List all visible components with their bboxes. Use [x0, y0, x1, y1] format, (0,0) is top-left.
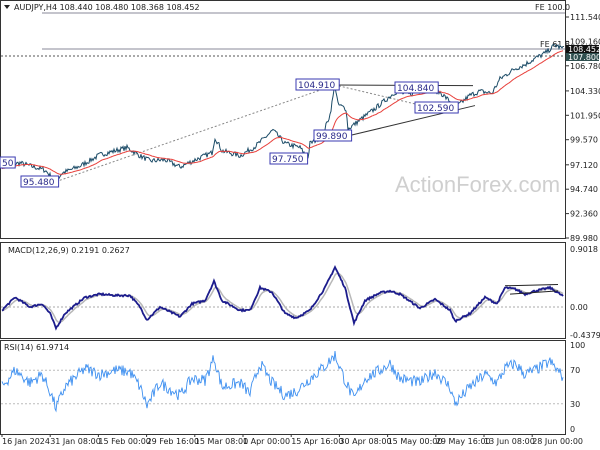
- price-annotation: 99.890: [316, 132, 348, 142]
- fib-projection-line[interactable]: [55, 84, 336, 183]
- date-tick-label: 16 Jan 2024: [2, 437, 50, 446]
- watermark: ActionForex.com: [395, 172, 560, 197]
- macd-lower-trendline[interactable]: [509, 290, 559, 295]
- macd-panel[interactable]: [0, 242, 566, 339]
- price-tick-label: 99.570: [570, 136, 598, 145]
- price-tick-label: 97.120: [570, 161, 598, 170]
- price-tick-label: 109.160: [570, 37, 600, 46]
- date-tick-label: 29 Feb 16:00: [147, 437, 199, 446]
- price-tick-label: 106.780: [570, 62, 600, 71]
- price-annotation: 50: [2, 159, 14, 169]
- price-tick-label: 101.950: [570, 111, 600, 120]
- rsi-line: [1, 351, 564, 413]
- price-annotation-box[interactable]: [295, 78, 340, 91]
- price-annotation: 102.590: [417, 104, 454, 114]
- date-tick-label: 31 Jan 08:00: [50, 437, 101, 446]
- price-annotation: 97.750: [272, 155, 304, 165]
- price-annotation-box[interactable]: [0, 156, 16, 169]
- price-annotation-box[interactable]: [394, 81, 439, 94]
- price-tick-label: 92.360: [570, 210, 598, 219]
- fe100-label: FE 100.0: [535, 3, 570, 12]
- current-price-box: [566, 45, 599, 53]
- price-tick-label: 94.740: [570, 185, 598, 194]
- rsi-tick-label: 100: [570, 341, 585, 350]
- price-annotation: 104.840: [397, 84, 434, 94]
- rsi-panel[interactable]: [0, 340, 566, 435]
- price-tick-label: 89.980: [570, 234, 598, 243]
- price-tick-label: 111.540: [570, 13, 600, 22]
- macd-upper-trendline[interactable]: [504, 283, 559, 287]
- date-tick-label: 15 Mar 08:00: [195, 437, 248, 446]
- price-line: [1, 44, 564, 183]
- macd-tick-label: 0.00: [570, 303, 588, 312]
- date-tick-label: 15 Feb 00:00: [98, 437, 150, 446]
- date-tick-label: 30 Apr 08:00: [339, 437, 391, 446]
- macd-signal-line: [1, 272, 564, 324]
- price-annotation-box[interactable]: [269, 152, 309, 165]
- rsi-tick-label: 0: [570, 425, 575, 434]
- date-tick-label: 29 May 16:00: [436, 437, 491, 446]
- current-price-label: 108.452: [568, 45, 600, 54]
- price-panel[interactable]: [0, 0, 566, 239]
- price-annotation-box[interactable]: [313, 129, 353, 142]
- price-annotation-box[interactable]: [20, 175, 60, 188]
- date-tick-label: 1 Apr 00:00: [243, 437, 290, 446]
- macd-title: MACD(12,26,9) 0.2191 0.2627: [8, 246, 130, 255]
- fib-projection-line-2[interactable]: [334, 84, 423, 107]
- date-tick-label: 13 Jun 08:00: [484, 437, 535, 446]
- stop-price-box: [566, 53, 599, 61]
- date-tick-label: 15 May 00:00: [388, 437, 443, 446]
- rsi-title: RSI(14) 61.9714: [4, 343, 69, 352]
- stop-price-label: 107.800: [568, 53, 600, 62]
- price-annotation-box[interactable]: [414, 101, 459, 114]
- symbol-header: AUDJPY,H4 108.440 108.480 108.368 108.45…: [14, 3, 200, 12]
- date-tick-label: 28 Jun 00:00: [532, 437, 583, 446]
- moving-average-line: [1, 50, 564, 175]
- price-annotation: 104.910: [298, 81, 335, 91]
- date-tick-label: 15 Apr 16:00: [291, 437, 343, 446]
- macd-line: [1, 265, 564, 331]
- price-annotation: 95.480: [23, 178, 55, 188]
- rsi-tick-label: 30: [570, 400, 580, 409]
- dropdown-icon[interactable]: [4, 5, 10, 9]
- price-tick-label: 104.330: [570, 87, 600, 96]
- macd-tick-label: 0.9018: [570, 245, 598, 254]
- macd-tick-label: -0.4379: [570, 331, 600, 340]
- rsi-tick-label: 70: [570, 366, 580, 375]
